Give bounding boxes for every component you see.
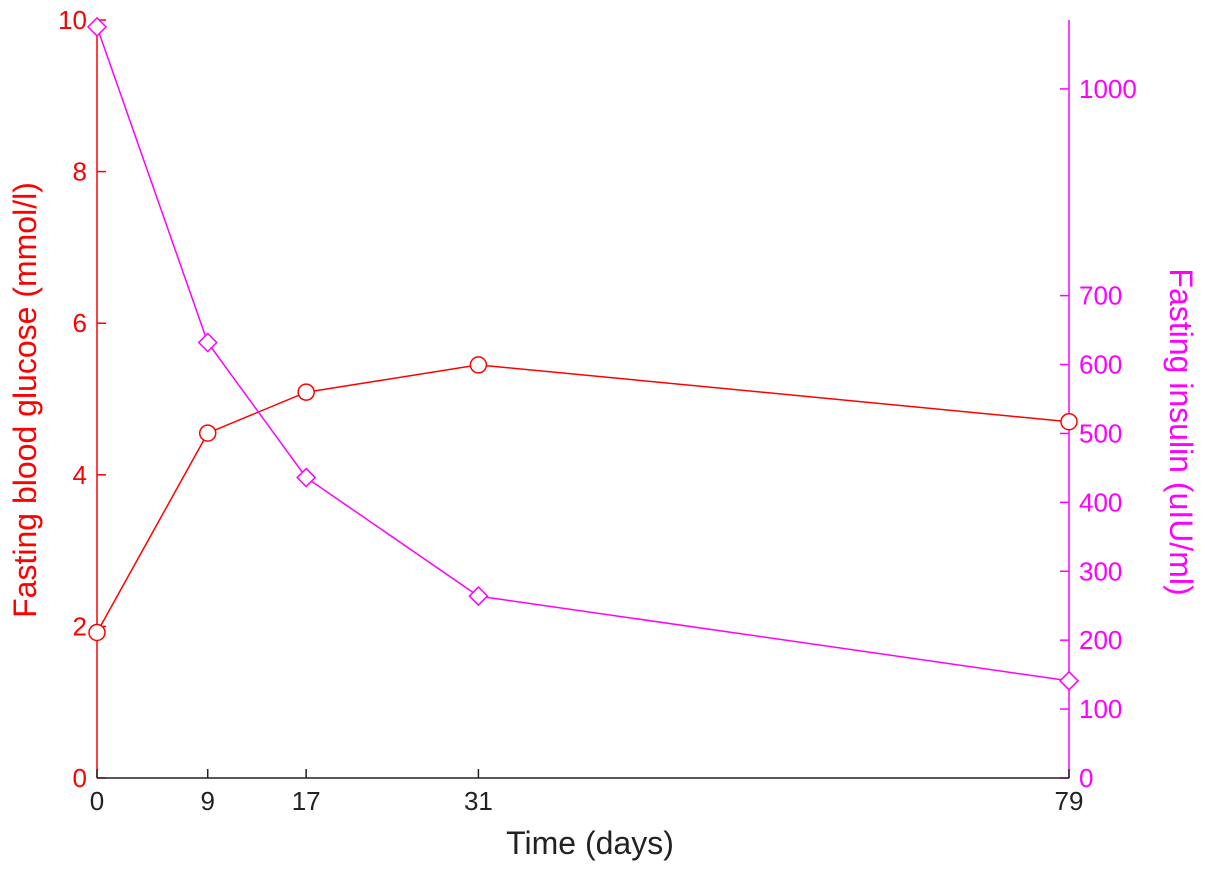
series-line-right [96,26,1070,682]
left-tick-label: 4 [73,460,87,490]
series-right [86,16,1080,691]
data-point-circle [469,356,488,374]
left-y-axis-title: Fasting blood glucose (mmol/l) [7,182,43,618]
right-tick-label: 500 [1079,418,1122,448]
series-layer [86,16,1080,691]
x-tick-label: 9 [200,786,214,816]
data-point-diamond [468,586,489,607]
right-tick-label: 300 [1079,556,1122,586]
x-axis-title: Time (days) [506,825,674,861]
data-point-circle [88,623,106,642]
right-tick-label: 700 [1079,281,1122,311]
data-point-diamond [197,332,218,353]
left-tick-label: 2 [73,611,87,641]
left-tick-label: 6 [73,308,87,338]
right-tick-label: 100 [1079,694,1122,724]
x-axis: 0 9 17 31 79 [90,769,1084,816]
x-tick-label: 79 [1055,786,1084,816]
left-tick-label: 0 [73,763,87,793]
right-tick-label: 1000 [1079,74,1137,104]
series-left [88,356,1078,642]
data-point-circle [198,424,217,442]
right-tick-label: 200 [1079,625,1122,655]
data-point-circle [1060,412,1078,431]
right-tick-label: 600 [1079,350,1122,380]
right-tick-label: 0 [1079,763,1093,793]
left-y-axis: 0 2 4 6 8 10 [58,5,106,793]
right-y-axis-title: Fasting insulin (uIU/ml) [1163,268,1199,595]
right-tick-label: 400 [1079,487,1122,517]
left-tick-label: 8 [73,157,87,187]
data-point-diamond [1058,670,1080,691]
left-tick-label: 10 [58,5,87,35]
data-point-diamond [86,16,108,37]
x-tick-label: 17 [292,786,321,816]
data-point-circle [297,383,315,401]
x-tick-label: 0 [90,786,104,816]
series-line-left [96,364,1070,633]
x-tick-label: 31 [464,786,493,816]
right-y-axis: 0 100 200 300 400 500 600 700 1000 [1060,20,1137,793]
data-point-diamond [296,467,317,488]
